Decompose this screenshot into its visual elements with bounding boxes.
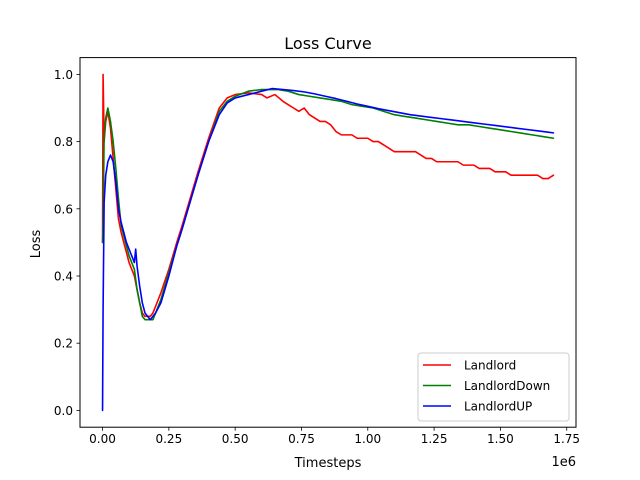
x-axis-offset-label: 1e6 <box>551 455 576 470</box>
y-tick-label: 0.0 <box>54 404 73 418</box>
legend-label: LandlordUP <box>464 400 532 414</box>
y-tick-label: 0.6 <box>54 202 73 216</box>
axes-frame <box>79 57 577 428</box>
x-tick-label: 0.25 <box>155 432 182 446</box>
chart-title: Loss Curve <box>284 34 371 53</box>
x-tick-label: 1.25 <box>421 432 448 446</box>
legend: Landlord LandlordDown LandlordUP <box>417 352 570 422</box>
y-axis-label: Loss <box>29 230 44 259</box>
x-tick-label: 1.75 <box>553 432 580 446</box>
series-line-landlorddown <box>101 88 555 321</box>
x-axis: 0.00 0.25 0.50 0.75 1.00 1.25 1.50 1.75 <box>89 427 580 446</box>
y-axis: 0.0 0.2 0.4 0.6 0.8 1.0 <box>54 68 80 418</box>
x-axis-label: Timesteps <box>294 456 362 471</box>
y-tick-label: 1.0 <box>54 68 73 82</box>
legend-label: Landlord <box>464 359 516 373</box>
legend-label: LandlordDown <box>464 379 550 393</box>
plot-area <box>79 57 577 428</box>
x-tick-label: 1.50 <box>487 432 514 446</box>
y-tick-label: 0.4 <box>54 270 73 284</box>
series-layer <box>101 73 555 412</box>
x-tick-label: 0.00 <box>89 432 116 446</box>
x-tick-label: 0.75 <box>288 432 315 446</box>
legend-box <box>417 352 570 422</box>
series-line-landlordup <box>101 87 555 412</box>
x-tick-label: 1.00 <box>354 432 381 446</box>
y-tick-label: 0.8 <box>54 135 73 149</box>
y-tick-label: 0.2 <box>54 337 73 351</box>
x-tick-label: 0.50 <box>222 432 249 446</box>
